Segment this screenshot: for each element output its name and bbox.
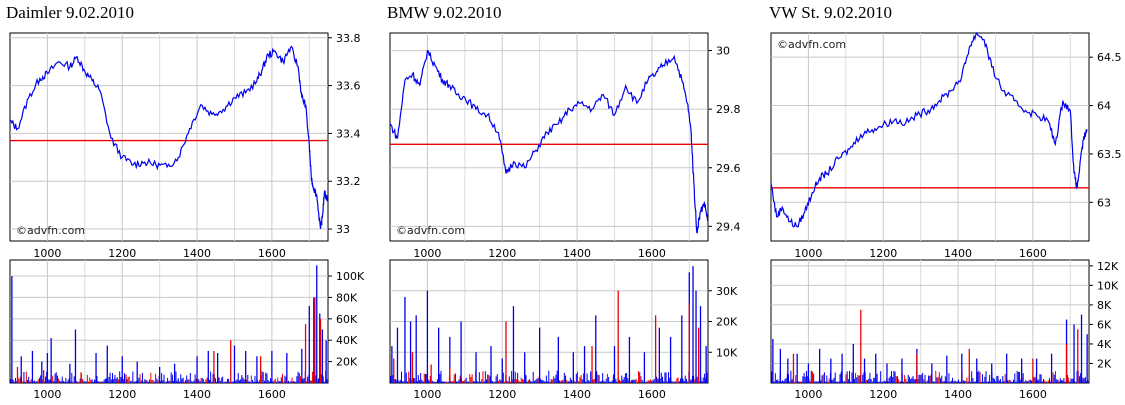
vw-price-x-tick-label: 1600: [1019, 247, 1047, 260]
daimler-price-y-tick-label: 33.8: [336, 32, 361, 45]
daimler-volume-plot-area: [9, 259, 329, 384]
vw-price-y-tick-label: 63.5: [1097, 148, 1122, 161]
bmw-volume-y-tick-label: 20K: [716, 316, 738, 329]
daimler-price-line: [9, 45, 329, 230]
chart-title-bmw: BMW 9.02.2010: [387, 3, 502, 22]
vw-price-x-tick-label: 1400: [944, 247, 972, 260]
daimler-price-x-tick-label: 1000: [33, 247, 61, 260]
bmw-price-plot-area: [389, 32, 709, 242]
daimler-volume-x-tick-label: 1400: [183, 388, 211, 401]
daimler-price-y-tick-label: 33.2: [336, 175, 361, 188]
vw-volume-plot-area: [770, 259, 1090, 384]
daimler-volume-x-tick-label: 1600: [258, 388, 286, 401]
daimler-volume-x-tick-label: 1200: [108, 388, 136, 401]
daimler-price-plot-area: [9, 32, 329, 242]
bmw-volume-y-tick-label: 10K: [716, 346, 738, 359]
vw-volume-y-tick-label: 12K: [1097, 260, 1119, 273]
daimler-price-x-tick-label: 1400: [183, 247, 211, 260]
bmw-watermark: ©advfn.com: [396, 224, 465, 237]
daimler-volume-y-tick-label: 40K: [336, 334, 358, 347]
chart-title-vw: VW St. 9.02.2010: [769, 3, 892, 22]
vw-price-y-tick-label: 64.5: [1097, 51, 1122, 64]
vw-watermark: ©advfn.com: [777, 38, 846, 51]
vw-volume-x-tick-label: 1600: [1019, 388, 1047, 401]
bmw-volume-x-tick-label: 1600: [638, 388, 666, 401]
vw-volume-y-tick-label: 10K: [1097, 279, 1119, 292]
vw-price-y-tick-label: 63: [1097, 196, 1111, 209]
daimler-price-y-tick-label: 33.6: [336, 80, 361, 93]
daimler-price-y-tick-label: 33: [336, 223, 350, 236]
bmw-volume-x-tick-label: 1400: [563, 388, 591, 401]
bmw-price-y-tick-label: 29.8: [716, 103, 741, 116]
vw-price-line: [770, 31, 1088, 228]
bmw-price-x-tick-label: 1000: [413, 247, 441, 260]
bmw-price-x-tick-label: 1600: [638, 247, 666, 260]
vw-price-y-tick-label: 64: [1097, 100, 1111, 113]
bmw-price-y-tick-label: 30: [716, 45, 730, 58]
daimler-volume-y-tick-label: 100K: [336, 270, 365, 283]
vw-volume-x-tick-label: 1200: [869, 388, 897, 401]
chart-title-daimler: Daimler 9.02.2010: [6, 3, 134, 22]
daimler-volume-x-tick-label: 1000: [33, 388, 61, 401]
daimler-watermark: ©advfn.com: [16, 224, 85, 237]
vw-price-x-tick-label: 1000: [794, 247, 822, 260]
daimler-volume-y-tick-label: 80K: [336, 291, 358, 304]
vw-volume-x-tick-label: 1000: [794, 388, 822, 401]
vw-volume-x-tick-label: 1400: [944, 388, 972, 401]
bmw-volume-x-tick-label: 1200: [488, 388, 516, 401]
daimler-volume-y-tick-label: 20K: [336, 356, 358, 369]
bmw-price-y-tick-label: 29.6: [716, 162, 741, 175]
vw-price-x-tick-label: 1200: [869, 247, 897, 260]
daimler-price-x-tick-label: 1600: [258, 247, 286, 260]
bmw-price-line: [389, 49, 709, 234]
daimler-price-x-tick-label: 1200: [108, 247, 136, 260]
vw-volume-y-tick-label: 2K: [1097, 357, 1112, 370]
daimler-price-y-tick-label: 33.4: [336, 127, 361, 140]
bmw-volume-y-tick-label: 30K: [716, 285, 738, 298]
vw-price-plot-area: [770, 32, 1090, 242]
bmw-price-x-tick-label: 1400: [563, 247, 591, 260]
vw-volume-y-tick-label: 6K: [1097, 318, 1112, 331]
daimler-volume-y-tick-label: 60K: [336, 313, 358, 326]
bmw-price-y-tick-label: 29.4: [716, 220, 741, 233]
bmw-price-x-tick-label: 1200: [488, 247, 516, 260]
vw-volume-y-tick-label: 8K: [1097, 299, 1112, 312]
bmw-volume-x-tick-label: 1000: [413, 388, 441, 401]
vw-volume-y-tick-label: 4K: [1097, 338, 1112, 351]
